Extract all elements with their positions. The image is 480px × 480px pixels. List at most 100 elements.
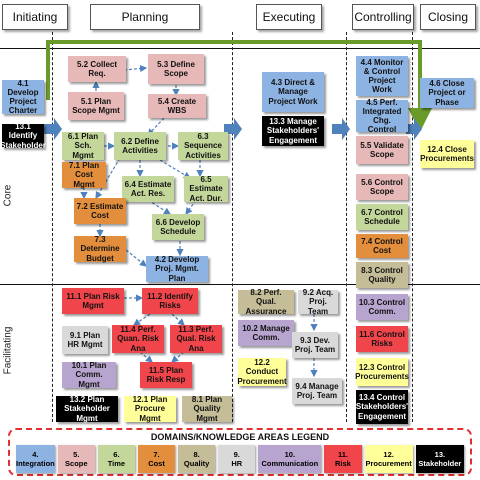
flow-11-2-to-11-3 [171, 313, 185, 326]
process-5-6[interactable]: 5.6 Control Scope [356, 174, 408, 200]
process-11-6[interactable]: 11.6 Control Risks [356, 326, 408, 352]
legend-title: DOMAINS/KNOWLEDGE AREAS LEGEND [150, 432, 330, 442]
flow-11-3-to-11-5 [171, 351, 185, 363]
process-6-5[interactable]: 6.5 Estimate Act. Dur. [184, 175, 228, 203]
process-9-4[interactable]: 9.4 Manage Proj. Team [292, 378, 342, 404]
flow-6-5-to-6-6 [185, 199, 197, 215]
process-13-2[interactable]: 13.2 Plan Stakeholder Mgmt [56, 395, 118, 423]
flow-5-2-to-5-3 [123, 64, 148, 73]
process-5-2[interactable]: 5.2 Collect Req. [68, 56, 126, 82]
flow-6-4-to-6-6 [147, 199, 172, 215]
process-4-1[interactable]: 4.1 Develop Project Charter [2, 79, 44, 115]
process-7-4[interactable]: 7.4 Control Cost [356, 234, 408, 258]
process-9-1[interactable]: 9.1 Plan HR Mgmt [62, 326, 108, 354]
process-11-3[interactable]: 11.3 Perf. Qual. Risk Ana [170, 325, 222, 353]
process-11-4[interactable]: 11.4 Perf. Quan. Risk Ana [112, 325, 164, 353]
process-6-7[interactable]: 6.7 Control Schedule [356, 204, 408, 230]
process-4-2[interactable]: 4.2 Develop Proj. Mgmt. Plan [146, 255, 208, 283]
flow-7-3-to-4-2 [125, 249, 147, 267]
process-12-2[interactable]: 12.2 Conduct Procurement [237, 358, 287, 386]
process-4-3[interactable]: 4.3 Direct & Manage Project Work [262, 72, 324, 112]
phase-initiating: Initiating [2, 4, 68, 30]
process-7-3[interactable]: 7.3 Determine Budget [74, 235, 126, 263]
legend-label: Integration [16, 459, 55, 468]
process-13-1[interactable]: 13.1 Identify Stakeholder [0, 122, 46, 150]
process-4-6[interactable]: 4.6 Close Project or Phase [420, 78, 474, 108]
legend-num: 6. [113, 450, 120, 459]
flow-11-4-to-11-5 [139, 351, 153, 363]
legend-scope: 5. Scope [57, 445, 95, 473]
phase-closing: Closing [420, 4, 476, 30]
phase-controlling: Controlling [352, 4, 414, 30]
legend-label: Procurement [365, 459, 412, 468]
top-divider [0, 48, 480, 49]
legend-num: 11. [337, 450, 348, 459]
legend-risk: 11. Risk [324, 445, 362, 473]
phase-executing: Executing [256, 4, 322, 30]
process-5-3[interactable]: 5.3 Define Scope [148, 54, 204, 84]
legend-label: Scope [65, 459, 88, 468]
legend-num: 7. [153, 450, 160, 459]
phase-divider-2 [232, 32, 233, 422]
legend-num: 4. [32, 450, 39, 459]
legend-row: 4. Integration 5. Scope 6. Time 7. Cost 8. Qu… [16, 445, 464, 473]
legend-label: Quality [183, 459, 210, 468]
process-8-3[interactable]: 8.3 Control Quality [356, 262, 408, 288]
legend-num: 9. [233, 450, 240, 459]
legend-stakeholder: 13. Stakeholder [415, 445, 464, 473]
phase-divider-1 [52, 32, 53, 422]
phase-planning: Planning [90, 4, 200, 30]
process-6-2[interactable]: 6.2 Define Activities [114, 132, 166, 160]
process-4-5[interactable]: 4.5 Perf. Integrated Chg. Control [356, 98, 408, 134]
legend-num: 8. [193, 450, 200, 459]
process-5-1[interactable]: 5.1 Plan Scope Mgmt [68, 92, 124, 120]
process-7-1[interactable]: 7.1 Plan Cost Mgmt [62, 161, 106, 189]
process-11-5[interactable]: 11.5 Plan Risk Resp [140, 362, 192, 388]
process-6-3[interactable]: 6.3 Sequence Activities [178, 132, 228, 160]
legend-cost: 7. Cost [137, 445, 176, 473]
flow-6-2-to-6-5 [159, 159, 192, 179]
process-10-3[interactable]: 10.3 Control Comm. [356, 294, 408, 320]
process-12-4[interactable]: 12.4 Close Procurements [420, 140, 474, 168]
process-4-4[interactable]: 4.4 Monitor & Control Project Work [356, 56, 408, 96]
phase-arrow-3 [332, 118, 350, 140]
process-5-4[interactable]: 5.4 Create WBS [148, 94, 206, 118]
process-10-1[interactable]: 10.1 Plan Comm. Mgmt [62, 361, 116, 389]
phase-arrow-1 [42, 118, 62, 140]
legend-label: Risk [335, 459, 351, 468]
legend-time: 6. Time [97, 445, 135, 473]
legend-procurement: 12. Procurement [364, 445, 413, 473]
legend-label: HR [231, 459, 243, 468]
legend: DOMAINS/KNOWLEDGE AREAS LEGEND 4. Integra… [8, 428, 472, 476]
process-9-2[interactable]: 9.2 Acq. Proj. Team [298, 288, 338, 316]
process-13-3[interactable]: 13.3 Manage Stakeholders' Engagement [262, 116, 324, 146]
flow-5-4-to-6-2 [147, 117, 165, 136]
legend-label: Stakeholder [418, 459, 462, 468]
process-7-2[interactable]: 7.2 Estimate Cost [74, 198, 126, 224]
phase-arrow-2 [224, 118, 242, 140]
process-6-4[interactable]: 6.4 Estimate Act. Res. [122, 176, 174, 202]
flow-6-2-to-7-2 [95, 157, 121, 200]
legend-num: 12. [383, 450, 394, 459]
process-8-1[interactable]: 8.1 Plan Quality Mgmt [182, 395, 232, 423]
phase-divider-4 [412, 32, 413, 422]
process-10-2[interactable]: 10.2 Manage Comm. [238, 320, 294, 346]
process-5-5[interactable]: 5.5 Validate Scope [356, 136, 408, 164]
phase-arrow-4 [406, 118, 422, 140]
process-6-6[interactable]: 6.6 Develop Schedule [152, 214, 204, 240]
process-11-1[interactable]: 11.1 Plan Risk Mgmt [62, 288, 124, 314]
legend-quality: 8. Quality [178, 445, 216, 473]
legend-num: 10. [284, 450, 296, 459]
legend-integration: 4. Integration [16, 445, 55, 473]
process-11-2[interactable]: 11.2 Identify Risks [142, 288, 198, 314]
process-12-3[interactable]: 12.3 Control Procurements [355, 358, 409, 386]
legend-num: 13. [434, 450, 446, 459]
process-8-2[interactable]: 8.2 Perf. Qual. Assurance [238, 288, 294, 316]
process-13-4[interactable]: 13.4 Control Stakeholders' Engagement [356, 390, 408, 424]
legend-label: Communication [261, 459, 319, 468]
legend-communication: 10. Communication [258, 445, 322, 473]
legend-num: 5. [73, 450, 80, 459]
process-9-3[interactable]: 9.3 Dev. Proj. Team [292, 332, 338, 358]
process-6-1[interactable]: 6.1 Plan Sch. Mgmt [62, 132, 104, 160]
process-12-1[interactable]: 12.1 Plan Procure Mgmt [124, 395, 176, 423]
